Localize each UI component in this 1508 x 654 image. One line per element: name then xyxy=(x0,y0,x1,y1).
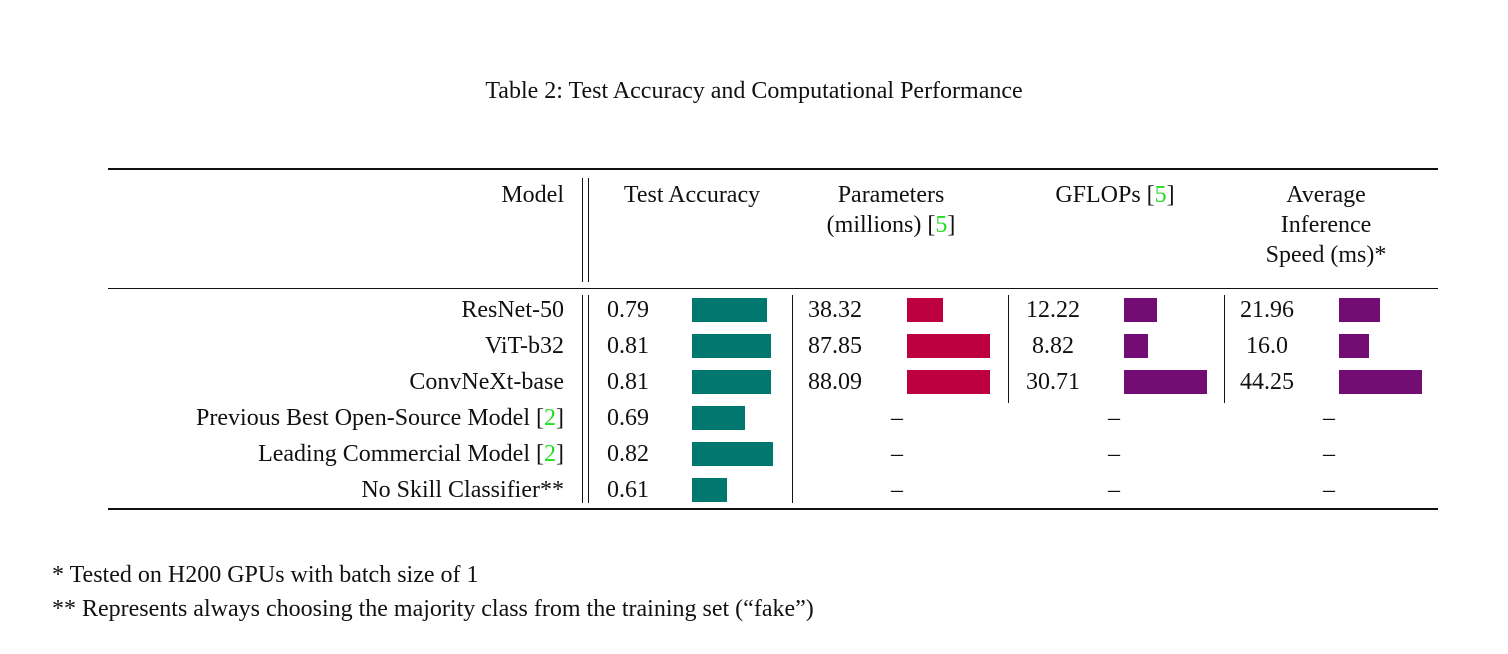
accuracy-value: 0.81 xyxy=(607,369,649,395)
accuracy-value: 0.82 xyxy=(607,441,649,467)
footnote-2: ** Represents always choosing the majori… xyxy=(52,596,814,622)
accuracy-bar xyxy=(692,298,767,322)
gflops-value: 12.22 xyxy=(1026,297,1080,323)
table-caption: Table 2: Test Accuracy and Computational… xyxy=(485,78,1023,104)
model-separator-left xyxy=(582,178,583,282)
model-name: ResNet-50 xyxy=(461,297,564,323)
model-separator-right-body xyxy=(588,295,589,503)
gflops-empty: – xyxy=(1108,405,1120,431)
accuracy-bar xyxy=(692,334,772,358)
header-speed-line3: Speed (ms)* xyxy=(1265,242,1387,268)
params-value: 88.09 xyxy=(808,369,862,395)
params-separator xyxy=(792,295,793,503)
model-separator-left-body xyxy=(582,295,583,503)
accuracy-bar xyxy=(692,406,745,430)
speed-bar xyxy=(1339,334,1369,358)
table-row: ConvNeXt-base 0.81 88.09 30.71 44.25 xyxy=(0,364,1508,400)
params-value: 38.32 xyxy=(808,297,862,323)
model-separator-right xyxy=(588,178,589,282)
gflops-empty: – xyxy=(1108,441,1120,467)
header-params: Parameters (millions) [5] xyxy=(796,180,986,240)
header-rule xyxy=(108,288,1438,289)
speed-bar xyxy=(1339,298,1381,322)
speed-empty: – xyxy=(1323,477,1335,503)
speed-empty: – xyxy=(1323,405,1335,431)
header-speed-line1: Average xyxy=(1286,182,1366,208)
header-accuracy: Test Accuracy xyxy=(623,182,761,208)
params-empty: – xyxy=(891,405,903,431)
gflops-bar xyxy=(1124,298,1157,322)
header-speed: Average Inference Speed (ms)* xyxy=(1226,180,1426,270)
footnote-1: * Tested on H200 GPUs with batch size of… xyxy=(52,562,479,588)
accuracy-value: 0.61 xyxy=(607,477,649,503)
model-name: ConvNeXt-base xyxy=(409,369,564,395)
header-speed-line2: Inference xyxy=(1280,212,1372,238)
model-name: Previous Best Open-Source Model [2] xyxy=(196,405,564,431)
header-model: Model xyxy=(501,182,564,208)
table-row: No Skill Classifier** 0.61 – – – xyxy=(0,472,1508,508)
table-row: ViT-b32 0.81 87.85 8.82 16.0 xyxy=(0,328,1508,364)
gflops-separator xyxy=(1008,295,1009,403)
header-params-line1: Parameters xyxy=(837,182,945,208)
gflops-value: 8.82 xyxy=(1032,333,1074,359)
speed-empty: – xyxy=(1323,441,1335,467)
accuracy-bar xyxy=(692,442,774,466)
speed-value: 16.0 xyxy=(1246,333,1288,359)
model-name: Leading Commercial Model [2] xyxy=(258,441,564,467)
bottom-rule xyxy=(108,508,1438,510)
citation-link[interactable]: 5 xyxy=(935,212,948,238)
gflops-value: 30.71 xyxy=(1026,369,1080,395)
model-name: ViT-b32 xyxy=(484,333,564,359)
speed-bar xyxy=(1339,370,1422,394)
top-rule xyxy=(108,168,1438,170)
table-row: Leading Commercial Model [2] 0.82 – – – xyxy=(0,436,1508,472)
gflops-bar xyxy=(1124,370,1207,394)
citation-link[interactable]: 2 xyxy=(544,441,556,467)
header-gflops: GFLOPs [5] xyxy=(1055,182,1175,208)
accuracy-value: 0.81 xyxy=(607,333,649,359)
gflops-empty: – xyxy=(1108,477,1120,503)
gflops-bar xyxy=(1124,334,1148,358)
params-bar xyxy=(907,370,990,394)
params-bar xyxy=(907,298,944,322)
speed-value: 44.25 xyxy=(1240,369,1294,395)
header-params-line2: (millions) [5] xyxy=(826,212,956,238)
citation-link[interactable]: 2 xyxy=(544,405,556,431)
model-name: No Skill Classifier** xyxy=(361,477,564,503)
citation-link[interactable]: 5 xyxy=(1154,182,1167,208)
table-row: Previous Best Open-Source Model [2] 0.69 –… xyxy=(0,400,1508,436)
table-row: ResNet-50 0.79 38.32 12.22 21.96 xyxy=(0,292,1508,328)
params-value: 87.85 xyxy=(808,333,862,359)
accuracy-bar xyxy=(692,370,772,394)
accuracy-bar xyxy=(692,478,728,502)
accuracy-value: 0.69 xyxy=(607,405,649,431)
accuracy-value: 0.79 xyxy=(607,297,649,323)
params-empty: – xyxy=(891,441,903,467)
speed-separator xyxy=(1224,295,1225,403)
params-empty: – xyxy=(891,477,903,503)
params-bar xyxy=(907,334,990,358)
speed-value: 21.96 xyxy=(1240,297,1294,323)
